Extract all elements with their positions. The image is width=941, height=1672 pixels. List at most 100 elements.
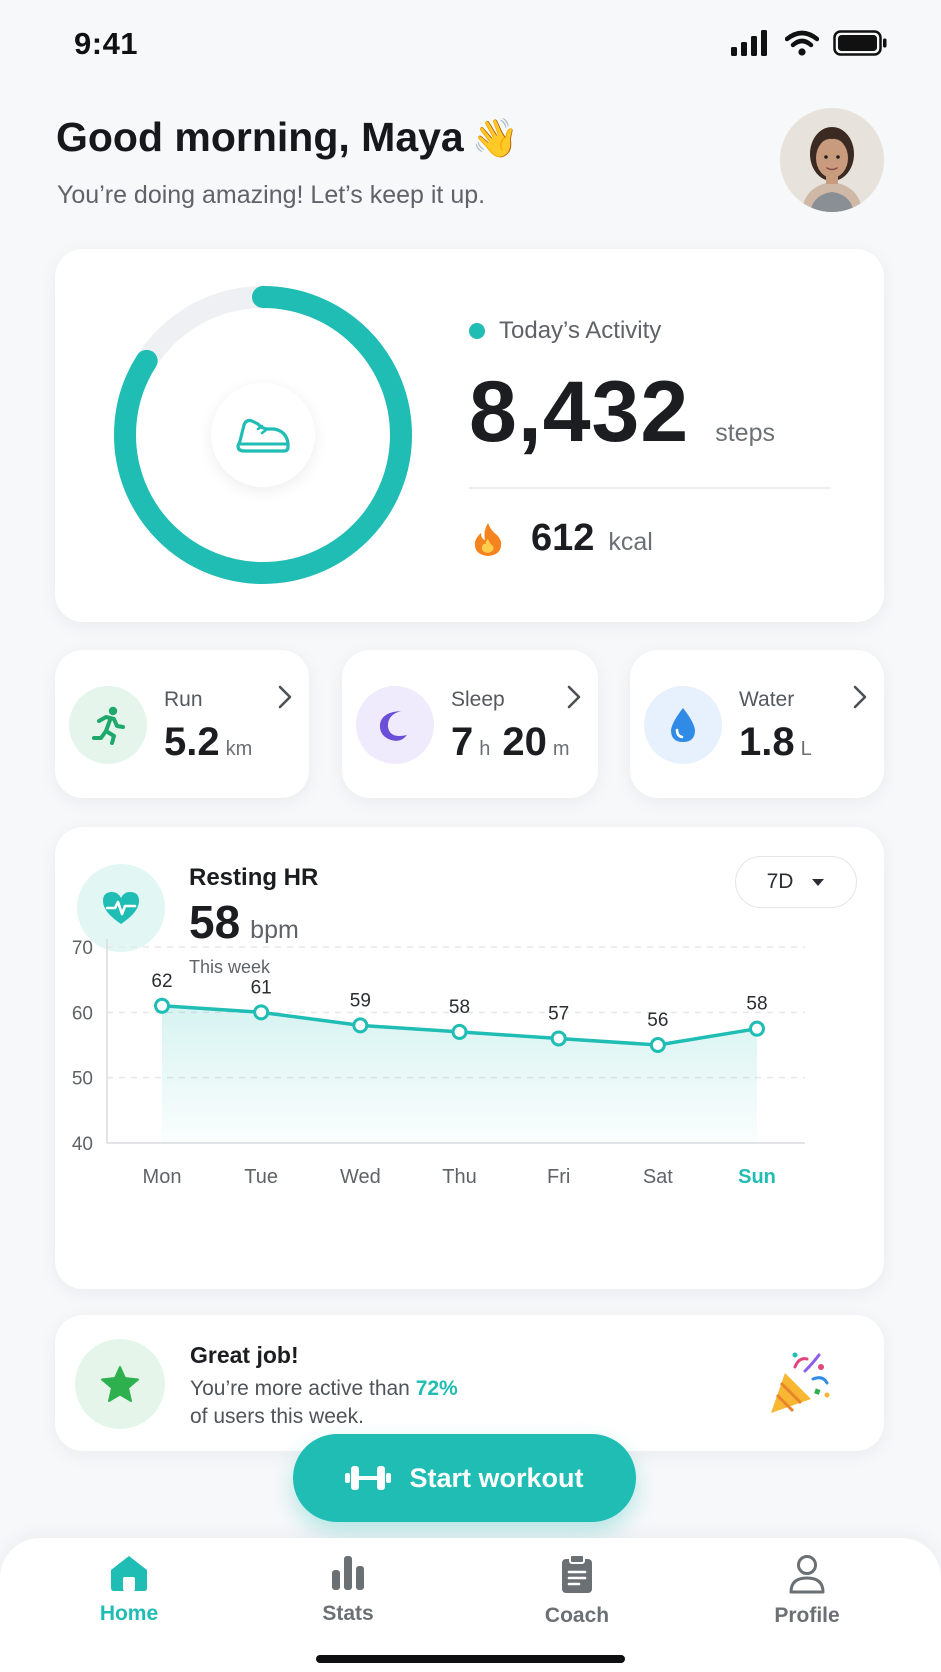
- water-unit: L: [800, 738, 812, 760]
- resting-hr-value-row: 58 bpm: [189, 895, 299, 949]
- steps-value: 8,432: [469, 364, 690, 460]
- greeting-subtitle: You’re doing amazing! Let’s keep it up.: [57, 181, 486, 209]
- resting-hr-title: Resting HR: [189, 864, 319, 891]
- person-icon: [789, 1555, 825, 1594]
- achievement-text-after: of users this week.: [190, 1405, 364, 1428]
- nav-profile[interactable]: Profile: [737, 1554, 877, 1628]
- chart-data-label: 56: [647, 1010, 668, 1031]
- activity-progress-arc: [114, 286, 412, 584]
- achievement-icon-badge: [75, 1339, 165, 1429]
- activity-divider: [469, 487, 831, 489]
- chart-point: [154, 997, 170, 1014]
- chart-point: [352, 1017, 369, 1034]
- achievement-text-before: You’re more active than: [190, 1377, 416, 1400]
- kcal-unit: kcal: [608, 528, 653, 556]
- chevron-right-icon: [278, 685, 292, 709]
- achievement-card[interactable]: Great job! You’re more active than 72% o…: [55, 1315, 884, 1451]
- running-person-icon: [92, 706, 125, 745]
- nav-stats-label: Stats: [322, 1602, 374, 1625]
- flame-icon: [474, 522, 502, 556]
- nav-coach-label: Coach: [544, 1604, 610, 1627]
- heart-icon-badge: [77, 864, 165, 952]
- chart-x-tick-label: Mon: [143, 1166, 182, 1188]
- activity-progress-ring: [107, 279, 419, 591]
- sleep-icon-badge: [356, 686, 434, 764]
- chart-x-tick-label: Fri: [547, 1166, 570, 1188]
- sleep-card[interactable]: Sleep 7 h 20 m: [342, 650, 598, 798]
- water-label: Water: [739, 688, 795, 711]
- kcal-value: 612: [531, 517, 595, 559]
- home-indicator: [316, 1655, 625, 1663]
- chart-data-label: 57: [548, 1003, 569, 1024]
- water-value: 1.8: [739, 720, 795, 764]
- resting-hr-note: This week: [189, 957, 271, 977]
- resting-hr-unit: bpm: [250, 916, 299, 944]
- chevron-right-icon: [853, 685, 867, 709]
- achievement-title: Great job!: [190, 1342, 299, 1368]
- resting-hr-chart: 70 60 50 40 62 61 59 58 57 56 58 Mon Tue Wed Thu Fri Sat…: [72, 938, 805, 1188]
- chart-data-label: 59: [350, 990, 371, 1011]
- avatar-portrait: [780, 108, 884, 212]
- chart-y-tick-label: 70: [72, 938, 93, 959]
- nav-home-label: Home: [99, 1602, 159, 1625]
- moon-icon: [379, 711, 407, 741]
- sleep-minutes-unit: m: [552, 738, 570, 760]
- wifi-icon: [785, 30, 819, 56]
- activity-card[interactable]: Today’s Activity 8,432 steps 612 kcal: [55, 249, 884, 622]
- clipboard-icon: [562, 1554, 592, 1593]
- achievement-text: You’re more active than 72% of users thi…: [190, 1375, 530, 1431]
- party-popper-icon: [771, 1352, 830, 1413]
- home-icon: [111, 1556, 147, 1591]
- period-select-value: 7D: [766, 870, 794, 893]
- water-value-row: 1.8 L: [739, 720, 818, 765]
- start-workout-button[interactable]: Start workout: [293, 1434, 636, 1522]
- nav-coach[interactable]: Coach: [507, 1554, 647, 1628]
- chart-y-tick-label: 60: [72, 1003, 93, 1024]
- steps-row: 8,432 steps: [469, 363, 775, 462]
- sleep-hours: 7: [451, 720, 474, 764]
- chart-point: [253, 1004, 270, 1021]
- run-value-row: 5.2 km: [164, 720, 258, 765]
- period-select[interactable]: 7D: [735, 856, 857, 908]
- activity-label: Today’s Activity: [469, 317, 661, 345]
- chart-data-label: 58: [449, 997, 470, 1018]
- caret-down-icon: [812, 878, 825, 886]
- status-icons: [731, 30, 887, 56]
- chart-y-tick-label: 40: [72, 1134, 93, 1155]
- steps-unit: steps: [715, 419, 775, 447]
- run-card[interactable]: Run 5.2 km: [55, 650, 309, 798]
- nav-stats[interactable]: Stats: [278, 1554, 418, 1626]
- bar-chart-icon: [332, 1556, 364, 1590]
- greeting-heading: Good morning, Maya 👋: [56, 114, 519, 161]
- resting-hr-card[interactable]: Resting HR 58 bpm This week 7D 70 60 50 40 6…: [55, 827, 884, 1289]
- run-unit: km: [225, 738, 253, 760]
- nav-home[interactable]: Home: [59, 1554, 199, 1626]
- battery-icon: [833, 30, 887, 56]
- kcal-row: 612 kcal: [473, 517, 653, 560]
- water-icon-badge: [644, 686, 722, 764]
- dumbbell-icon: [345, 1466, 392, 1490]
- water-drop-icon: [671, 708, 695, 742]
- run-icon-badge: [69, 686, 147, 764]
- activity-label-text: Today’s Activity: [499, 317, 662, 344]
- chart-x-tick-label: Wed: [340, 1166, 381, 1188]
- activity-dot: [469, 323, 485, 339]
- achievement-percent: 72%: [415, 1377, 458, 1400]
- sleep-label: Sleep: [451, 688, 505, 711]
- sleep-value-row: 7 h 20 m: [451, 720, 576, 765]
- chart-data-label: 61: [251, 977, 272, 998]
- chart-x-tick-label: Sun: [738, 1166, 776, 1188]
- bottom-nav: Home Stats Coach Profile: [0, 1538, 941, 1672]
- waving-hand-icon: 👋: [471, 118, 520, 160]
- sleep-hours-unit: h: [479, 738, 491, 760]
- chart-y-tick-label: 50: [72, 1069, 93, 1090]
- water-card[interactable]: Water 1.8 L: [630, 650, 884, 798]
- chart-x-tick-label: Thu: [442, 1166, 476, 1188]
- chart-x-tick-label: Sat: [643, 1166, 673, 1188]
- resting-hr-value: 58: [189, 896, 241, 948]
- sneaker-icon: [236, 418, 290, 453]
- chart-area-fill: [162, 1005, 757, 1143]
- avatar[interactable]: [780, 108, 884, 212]
- sleep-minutes: 20: [502, 720, 547, 764]
- chevron-right-icon: [567, 685, 581, 709]
